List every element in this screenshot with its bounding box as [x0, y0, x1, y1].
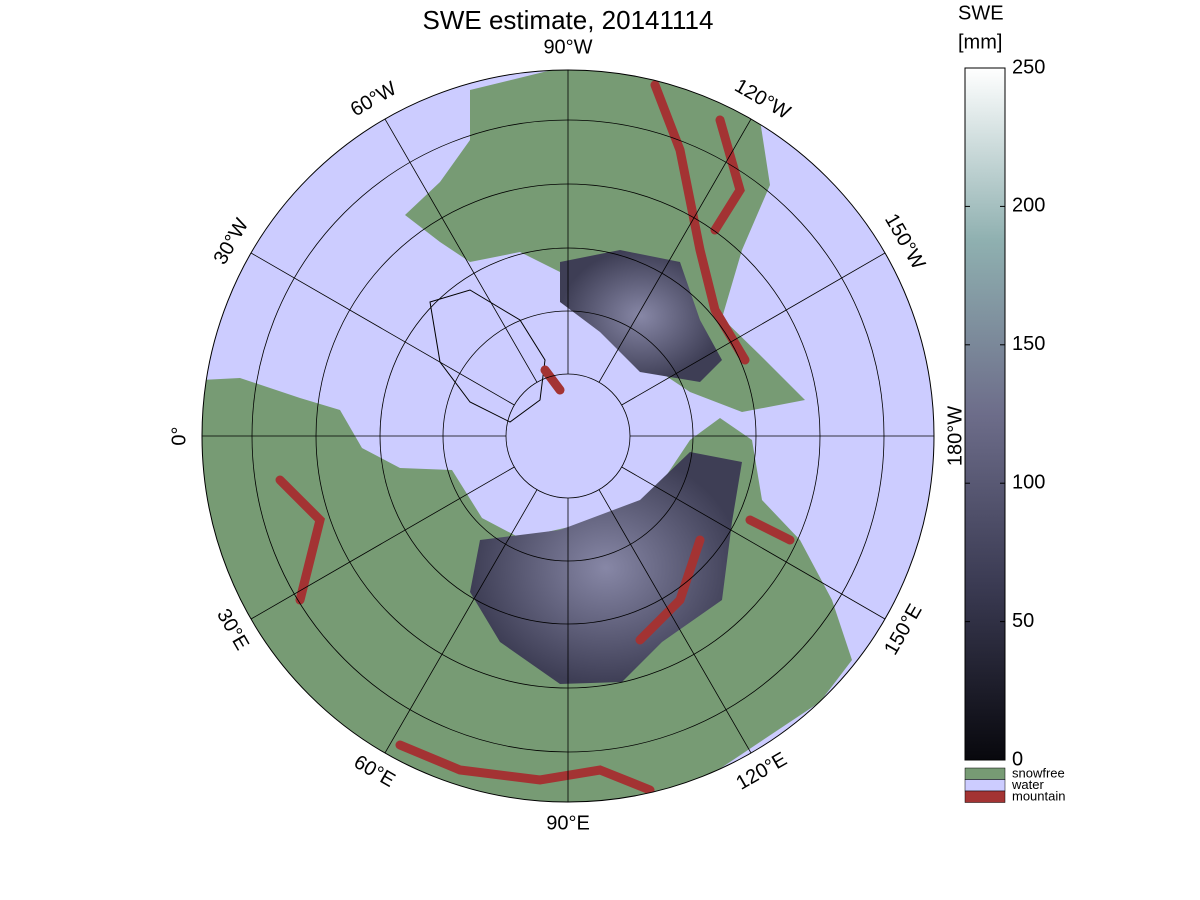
longitude-label: 90°W — [543, 36, 592, 58]
meridian — [598, 118, 752, 383]
colorbar-tick-label: 50 — [1012, 610, 1034, 632]
north-america — [405, 70, 805, 412]
snow-north-america — [560, 250, 722, 382]
colorbar-gradient — [964, 67, 1006, 761]
snow-eurasia — [470, 452, 742, 684]
legend-label: water — [1011, 777, 1044, 792]
meridian — [621, 466, 886, 620]
longitude-label: 90°E — [546, 812, 590, 834]
mountain-range — [745, 515, 795, 545]
legend-swatch — [964, 767, 1006, 780]
legend-swatch — [964, 790, 1006, 803]
colorbar-tick-label: 200 — [1012, 195, 1045, 217]
longitude-label: 0° — [168, 426, 190, 445]
map — [202, 70, 934, 802]
colorbar-tick-label: 250 — [1012, 56, 1045, 78]
mountain-range — [275, 475, 325, 605]
colorbar-title: [mm] — [958, 31, 1002, 53]
meridian — [384, 489, 538, 754]
title: SWE estimate, 20141114 — [423, 5, 714, 35]
map-frame — [201, 69, 935, 803]
greenland — [429, 289, 546, 423]
meridian — [621, 252, 886, 406]
mountain-range — [540, 365, 565, 395]
meridian — [598, 489, 752, 754]
colorbar-tick-label: 0 — [1012, 748, 1023, 770]
colorbar-tick-label: 150 — [1012, 333, 1045, 355]
legend-label: mountain — [1012, 788, 1065, 803]
mountain-range — [710, 115, 745, 235]
legend-label: snowfree — [1012, 765, 1065, 780]
legend-swatch — [964, 779, 1006, 792]
mountain-range — [635, 535, 705, 645]
graticule — [202, 70, 934, 802]
colorbar-tick-label: 100 — [1012, 471, 1045, 493]
meridian — [250, 252, 515, 406]
colorbar-title: SWE — [958, 2, 1004, 24]
mountain-range — [395, 740, 655, 795]
longitude-label: 180°W — [944, 406, 966, 466]
colorbar: SWE [mm] 0 50 100 150 200 250 snowfreewatermount… — [958, 2, 1065, 803]
meridian — [250, 466, 515, 620]
meridian — [384, 118, 538, 383]
